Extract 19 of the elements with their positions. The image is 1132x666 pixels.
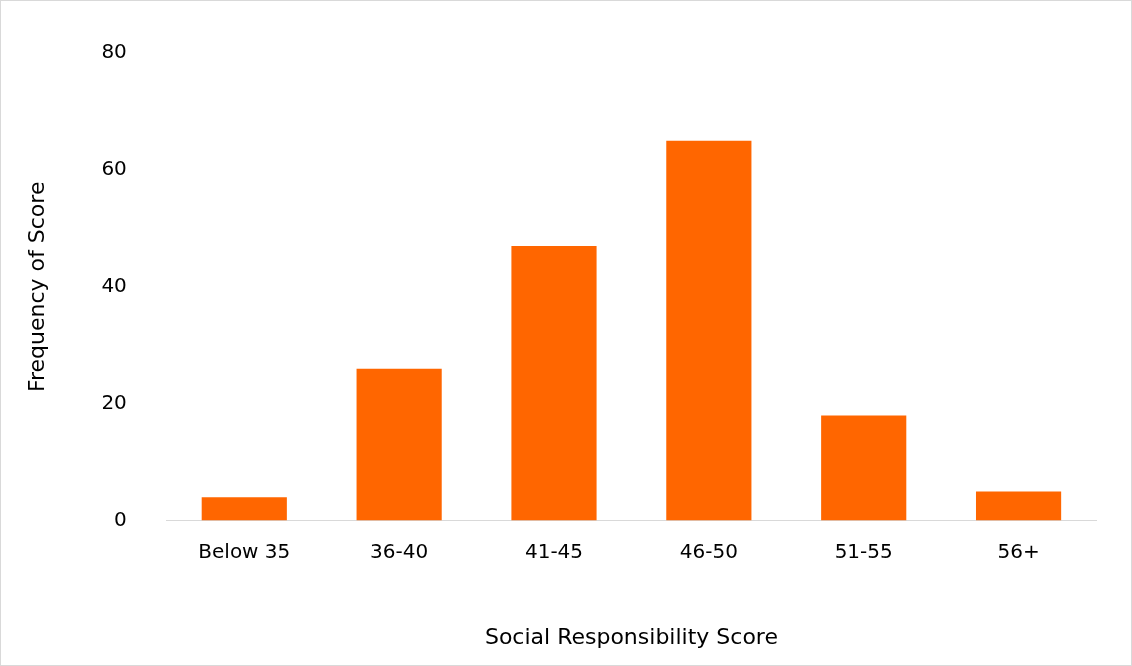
y-tick-label: 80 bbox=[101, 39, 127, 64]
bar bbox=[201, 497, 287, 521]
y-tick-label: 0 bbox=[114, 506, 127, 531]
bar bbox=[356, 368, 442, 521]
bar bbox=[975, 491, 1062, 521]
y-axis-title: Frequency of Score bbox=[23, 181, 49, 393]
x-tick-label: 46-50 bbox=[679, 538, 738, 563]
y-tick-label: 60 bbox=[101, 156, 127, 181]
bar bbox=[666, 140, 752, 521]
x-tick-label: 41-45 bbox=[524, 538, 584, 563]
bar bbox=[511, 245, 597, 521]
y-tick-label: 20 bbox=[101, 389, 127, 414]
x-tick-label: 56+ bbox=[997, 538, 1040, 563]
x-axis-title: Social Responsibility Score bbox=[484, 623, 778, 649]
bar bbox=[821, 415, 907, 521]
x-tick-label: 36-40 bbox=[370, 538, 429, 563]
x-tick-label: 51-55 bbox=[834, 538, 893, 563]
y-tick-label: 40 bbox=[101, 273, 127, 297]
x-tick-label: Below 35 bbox=[198, 538, 291, 563]
